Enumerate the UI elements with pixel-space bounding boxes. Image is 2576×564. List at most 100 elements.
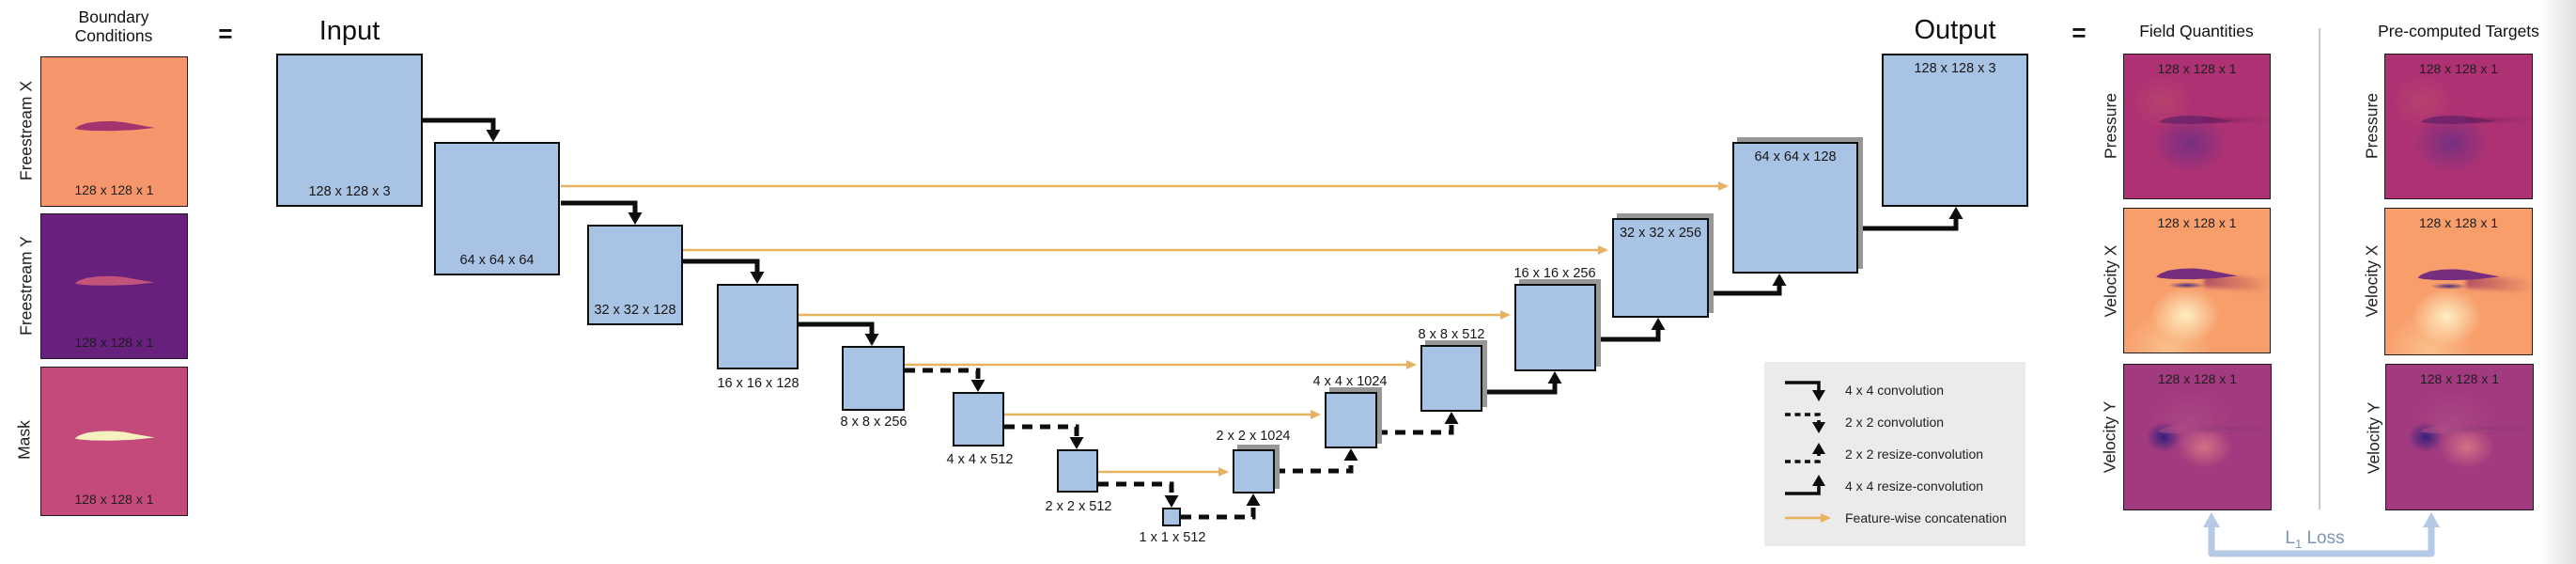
dashed-down-arrow-icon [1785, 413, 1825, 433]
layer-dim-label: 2 x 2 x 512 [1045, 499, 1112, 514]
layer-dim-label: 16 x 16 x 256 [1513, 266, 1596, 281]
image-dim-label: 128 x 128 x 1 [74, 335, 154, 350]
field-quantities-header: Field Quantities [2139, 22, 2254, 40]
decoder-box-8 [1420, 345, 1482, 412]
legend-item: 4 x 4 resize-convolution [1781, 470, 2025, 502]
layer-dim-label: 64 x 64 x 64 [459, 253, 535, 268]
wake-gradient [2465, 118, 2531, 122]
encoder-box-2 [1057, 449, 1098, 493]
airfoil-shape [2156, 268, 2238, 280]
decoder-box-16 [1514, 284, 1596, 371]
underside-shadow [2423, 281, 2474, 290]
decoder-box-4 [1325, 392, 1377, 448]
pressure-image-predicted: 128 x 128 x 1 [2123, 54, 2271, 199]
airfoil-shape [74, 431, 155, 441]
mask-label: Mask [14, 420, 34, 460]
pressure-label: Pressure [2101, 92, 2120, 160]
image-dim-label: 128 x 128 x 1 [2418, 215, 2499, 230]
velocity-y-label: Velocity Y [2364, 401, 2383, 475]
precomputed-targets-header: Pre-computed Targets [2378, 22, 2539, 40]
input-layer-box: 128 x 128 x 3 [276, 54, 423, 207]
underside-shadow [2162, 280, 2211, 290]
freestream-x-label: Freestream X [16, 81, 36, 180]
layer-dim-label: 4 x 4 x 512 [946, 452, 1014, 467]
wake-gradient [2182, 427, 2271, 431]
layer-dim-label: 128 x 128 x 3 [1914, 61, 1996, 76]
conv-arrows-solid [423, 118, 879, 346]
legend-item-label: 2 x 2 convolution [1845, 415, 1945, 430]
equals-sign-right: = [2072, 18, 2087, 47]
image-dim-label: 128 x 128 x 1 [2157, 371, 2238, 386]
layer-dim-label: 8 x 8 x 512 [1418, 327, 1485, 342]
airfoil-shape [2419, 424, 2500, 434]
input-title: Input [318, 16, 380, 46]
airfoil-shape [2157, 424, 2238, 434]
image-dim-label: 128 x 128 x 1 [74, 182, 154, 197]
velocity-x-label: Velocity X [2101, 244, 2120, 318]
wake-gradient [2204, 118, 2269, 122]
column-divider [2319, 28, 2320, 509]
layer-dim-label: 4 x 4 x 1024 [1312, 374, 1388, 389]
image-dim-label: 128 x 128 x 1 [2418, 61, 2499, 76]
airfoil-shape [74, 120, 155, 132]
legend-item: 4 x 4 convolution [1781, 374, 2025, 406]
bottleneck-box-1 [1162, 508, 1181, 526]
pressure-label: Pressure [2362, 92, 2382, 160]
velocity-x-image-predicted: 128 x 128 x 1 [2123, 208, 2271, 353]
legend-item-label: Feature-wise concatenation [1845, 510, 2007, 525]
equals-sign-left: = [218, 19, 233, 48]
layer-dim-label: 128 x 128 x 3 [308, 184, 391, 199]
velocity-y-image-predicted: 128 x 128 x 1 [2123, 364, 2272, 510]
layer-dim-label: 32 x 32 x 128 [594, 303, 676, 318]
encoder-box-32: 32 x 32 x 128 [587, 225, 683, 325]
solid-up-arrow-icon [1785, 475, 1825, 495]
mask-image: 128 x 128 x 1 [40, 367, 188, 516]
image-dim-label: 128 x 128 x 1 [2157, 215, 2237, 230]
legend-item: 2 x 2 convolution [1781, 406, 2025, 438]
image-dim-label: 128 x 128 x 1 [74, 492, 154, 507]
encoder-box-16 [717, 284, 799, 369]
legend-item-label: 4 x 4 resize-convolution [1845, 478, 1984, 494]
velocity-x-image-target: 128 x 128 x 1 [2384, 208, 2533, 355]
decoder-box-2 [1233, 449, 1275, 494]
output-title: Output [1914, 15, 1996, 45]
airfoil-shape [2159, 115, 2235, 124]
freestream-y-image: 128 x 128 x 1 [40, 213, 188, 359]
encoder-box-8 [842, 346, 905, 411]
airfoil-shape [74, 275, 155, 286]
orange-right-arrow-icon [1785, 513, 1831, 523]
layer-dim-label: 2 x 2 x 1024 [1216, 429, 1291, 444]
boundary-conditions-header: Boundary Conditions [74, 8, 153, 45]
encoder-box-4 [953, 392, 1004, 446]
legend-item: Feature-wise concatenation [1781, 502, 2025, 534]
output-layer-box: 128 x 128 x 3 [1882, 54, 2028, 207]
freestream-y-label: Freestream Y [16, 236, 36, 336]
legend-box: 4 x 4 convolution 2 x 2 convolution 2 x … [1764, 362, 2025, 546]
pressure-image-target: 128 x 128 x 1 [2384, 54, 2533, 199]
legend-item: 2 x 2 resize-convolution [1781, 438, 2025, 470]
l1-loss-label: L1 Loss [2285, 528, 2345, 551]
airfoil-shape [2417, 269, 2500, 281]
image-dim-label: 128 x 128 x 1 [2419, 371, 2500, 386]
decoder-box-32: 32 x 32 x 256 [1612, 218, 1709, 318]
velocity-y-image-target: 128 x 128 x 1 [2385, 364, 2534, 510]
layer-dim-label: 32 x 32 x 256 [1619, 226, 1702, 241]
wake-gradient [2444, 427, 2533, 431]
image-dim-label: 128 x 128 x 1 [2157, 61, 2237, 76]
conv-arrows-dashed [905, 368, 1459, 520]
freestream-x-image: 128 x 128 x 1 [40, 56, 188, 207]
legend-item-label: 2 x 2 resize-convolution [1845, 446, 1984, 462]
resize-conv-arrows-solid [1482, 207, 1963, 395]
dashed-up-arrow-icon [1785, 443, 1825, 463]
velocity-x-label: Velocity X [2362, 244, 2382, 318]
layer-dim-label: 8 x 8 x 256 [840, 415, 908, 430]
legend-item-label: 4 x 4 convolution [1845, 383, 1945, 398]
layer-dim-label: 1 x 1 x 512 [1139, 530, 1206, 545]
encoder-box-64: 64 x 64 x 64 [434, 142, 560, 275]
decoder-box-64: 64 x 64 x 128 [1732, 142, 1858, 274]
solid-down-arrow-icon [1785, 381, 1825, 401]
l1-loss-bracket [2203, 512, 2440, 557]
airfoil-shape [2420, 115, 2497, 124]
